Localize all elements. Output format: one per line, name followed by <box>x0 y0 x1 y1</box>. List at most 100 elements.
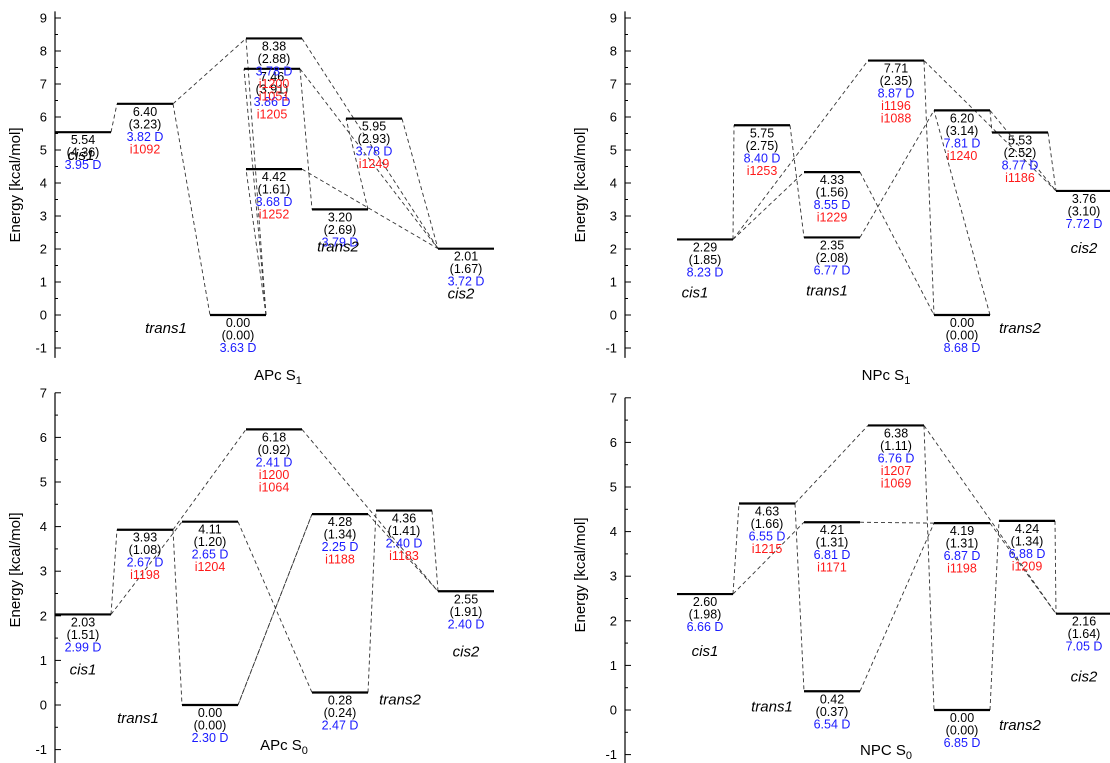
label-ts5: (1.34) <box>1011 534 1044 548</box>
label-ts1: 3.82 D <box>127 130 164 144</box>
panel-title: APc S0 <box>260 737 308 757</box>
label-ts5: 4.36 <box>392 512 416 526</box>
connector-line <box>172 38 247 105</box>
connector-line <box>933 110 991 316</box>
panel-title: NPc S1 <box>862 367 911 387</box>
connector-line <box>859 521 935 524</box>
label-ts5: i1183 <box>389 549 419 563</box>
connector-line <box>859 110 935 238</box>
label-trans2: 0.00 <box>950 316 974 330</box>
y-tick-label: -1 <box>35 341 47 356</box>
label-ts3: 6.76 D <box>878 451 915 465</box>
label-ts3: i1051 <box>259 89 290 103</box>
label-cis2: (1.91) <box>450 605 483 619</box>
label-ts1: 8.40 D <box>744 151 781 165</box>
label-ts1: 6.55 D <box>749 530 786 544</box>
connector-line <box>301 429 439 592</box>
label-trans1: 6.77 D <box>814 263 851 277</box>
label-ts4: 4.28 <box>328 515 352 529</box>
y-tick-label: 9 <box>610 11 617 26</box>
label-ts2: 2.65 D <box>192 548 229 562</box>
label-ts2: 3.86 D <box>254 95 291 109</box>
label-ts1: i1215 <box>752 542 783 556</box>
y-axis-label: Energy [kcal/mol] <box>572 517 589 632</box>
state-name-cis2: cis2 <box>448 286 475 303</box>
connector-line <box>989 110 1057 192</box>
state-name-trans2: trans2 <box>317 238 359 255</box>
label-cis2: 7.05 D <box>1066 640 1103 654</box>
label-ts3: 8.38 <box>262 39 286 53</box>
label-ts5: 6.88 D <box>1009 547 1046 561</box>
label-ts3: (2.35) <box>880 74 913 88</box>
label-trans2: 0.00 <box>950 711 974 725</box>
connector-line <box>794 503 805 692</box>
label-ts1: (2.75) <box>746 139 779 153</box>
label-trans1: (0.00) <box>222 329 255 343</box>
y-tick-label: 4 <box>610 524 617 539</box>
label-trans1: 6.54 D <box>814 717 851 731</box>
label-cis2: 3.76 <box>1072 192 1096 206</box>
label-trans1: (0.00) <box>194 719 227 733</box>
label-ts3: (0.92) <box>258 443 291 457</box>
label-ts3: 2.41 D <box>256 455 293 469</box>
label-ts2: (1.56) <box>816 186 849 200</box>
state-name-cis1: cis1 <box>692 643 719 660</box>
label-ts1: 6.40 <box>133 105 157 119</box>
label-cis1: (1.51) <box>67 628 100 642</box>
label-trans2: (0.00) <box>946 329 979 343</box>
y-axis-label: Energy [kcal/mol] <box>572 127 589 242</box>
label-ts5: i1209 <box>1012 559 1043 573</box>
label-ts1: 3.93 <box>133 531 157 545</box>
y-tick-label: 5 <box>40 143 47 158</box>
label-ts2: 7.46 <box>260 70 284 84</box>
label-trans2: 3.79 D <box>322 235 359 249</box>
connector-line <box>172 103 211 316</box>
label-trans1: 2.35 <box>820 238 844 252</box>
y-tick-label: 1 <box>40 275 47 290</box>
label-cis2: (1.64) <box>1068 627 1101 641</box>
connector-line <box>923 60 1057 192</box>
connector-line <box>732 171 805 240</box>
label-trans1: (2.08) <box>816 251 849 265</box>
label-ts4: 6.20 <box>950 111 974 125</box>
connector-line <box>367 513 439 592</box>
label-cis1: 5.54 <box>71 133 95 147</box>
connector-line <box>245 169 267 316</box>
y-tick-label: 1 <box>610 658 617 673</box>
label-ts5: 8.77 D <box>1002 159 1039 173</box>
y-tick-label: 0 <box>610 308 617 323</box>
label-cis2: 2.40 D <box>448 617 485 631</box>
label-ts4: i1252 <box>259 208 290 222</box>
connector-line <box>299 68 439 249</box>
label-ts4: (1.61) <box>258 183 291 197</box>
label-ts3: 3.78 D <box>256 64 293 78</box>
panel-title: NPC S0 <box>860 742 912 762</box>
label-ts4: 4.19 <box>950 524 974 538</box>
connector-line <box>237 513 313 706</box>
label-cis2: (1.67) <box>450 262 483 276</box>
label-ts2: (1.31) <box>816 536 849 550</box>
connector-line <box>923 425 935 711</box>
y-tick-label: -1 <box>605 747 617 762</box>
label-ts2: i1204 <box>195 560 226 574</box>
label-ts4: i1188 <box>325 553 355 567</box>
y-axis-label: Energy [kcal/mol] <box>7 512 24 627</box>
connector-line <box>989 110 993 133</box>
label-trans2: (0.00) <box>946 724 979 738</box>
state-name-trans2: trans2 <box>999 320 1041 337</box>
label-ts4: 3.68 D <box>256 195 293 209</box>
label-ts4: 4.42 <box>262 170 286 184</box>
label-ts4: i1240 <box>947 149 978 163</box>
label-ts3: (1.11) <box>880 439 912 453</box>
connector-line <box>172 529 183 706</box>
connector-line <box>110 103 118 133</box>
y-tick-label: 1 <box>40 653 47 668</box>
label-ts3: (2.88) <box>258 52 291 66</box>
label-cis1: 6.66 D <box>687 620 724 634</box>
y-tick-label: 3 <box>40 209 47 224</box>
label-ts2: 4.21 <box>820 523 844 537</box>
connector-line <box>859 171 935 316</box>
state-name-trans1: trans1 <box>806 282 848 299</box>
y-tick-label: 7 <box>40 77 47 92</box>
y-tick-label: 4 <box>40 519 47 534</box>
